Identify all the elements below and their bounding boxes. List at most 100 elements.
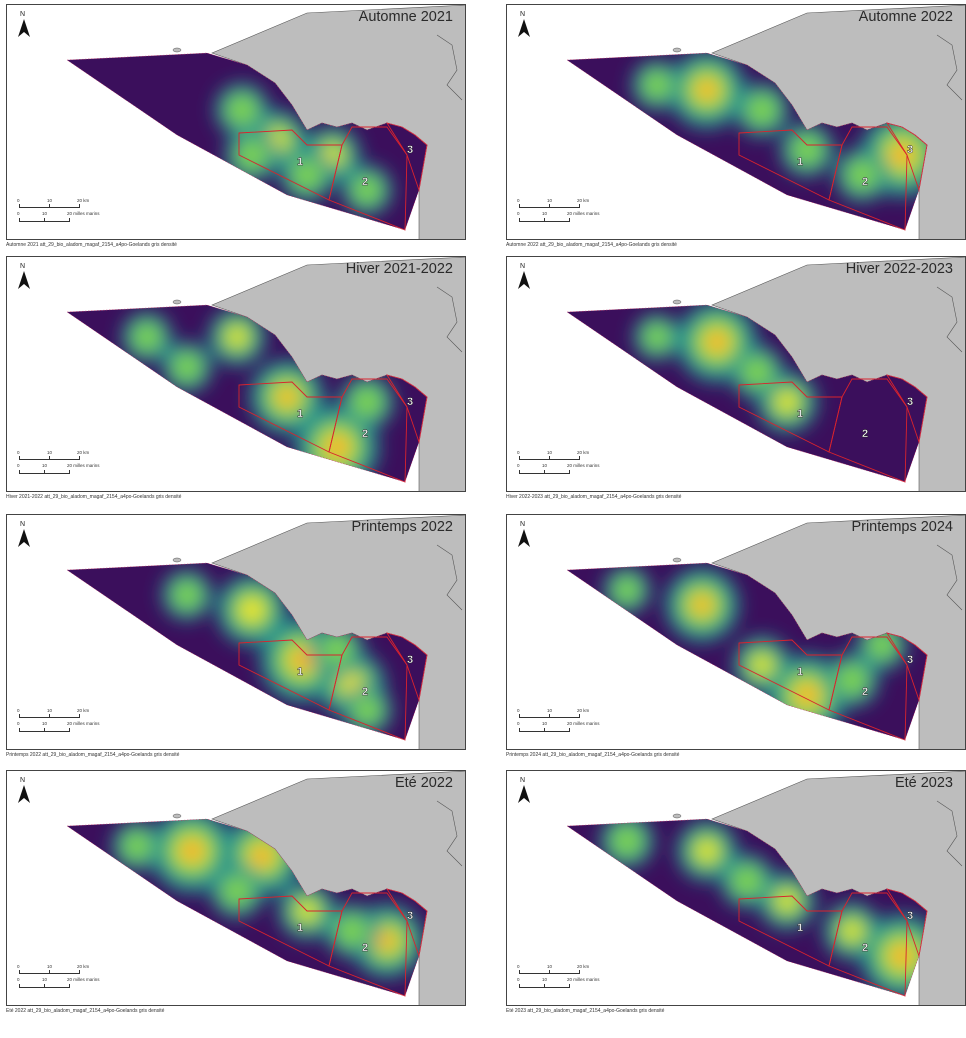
zone-label: 1: [297, 156, 303, 168]
map-panel: 1 2 3 Automne 2021 N 0 10 20 km 0 10 20 milles mar…: [6, 4, 466, 240]
density-blob: [843, 922, 861, 940]
scale-bar: 0 10 20 km 0 10 20 milles marins: [515, 197, 605, 229]
scale-km-label: 0: [17, 450, 20, 455]
scale-nm-label: 10: [42, 721, 48, 726]
scale-bar: 0 10 20 km 0 10 20 milles marins: [15, 449, 105, 481]
scale-nm-label: 0: [517, 721, 520, 726]
panel-caption: Eté 2022 att_29_bio_aladom_magaf_2154_a4…: [6, 1008, 165, 1014]
zone-label: 2: [362, 176, 368, 188]
scale-km-label: 20 km: [577, 708, 590, 713]
coast-detail: [436, 34, 463, 101]
zone-label: 1: [797, 408, 803, 420]
scale-nm-label: 10: [42, 977, 48, 982]
north-letter: N: [520, 263, 526, 270]
map-panel: 1 2 3 Printemps 2022 N 0 10 20 km 0 10 20 milles m…: [6, 514, 466, 750]
scale-nm-label: 0: [17, 463, 20, 468]
scale-km-label: 0: [517, 198, 520, 203]
scale-nm-label: 0: [517, 463, 520, 468]
scale-km-label: 20 km: [77, 964, 90, 969]
island: [172, 813, 182, 819]
study-area-boundary: [66, 304, 428, 483]
scale-nm-label: 0: [17, 721, 20, 726]
scale-nm-label: 10: [542, 211, 548, 216]
north-letter: N: [520, 777, 526, 784]
panel-caption: Hiver 2021-2022 att_29_bio_aladom_magaf_…: [6, 494, 182, 500]
density-hotspot: [380, 934, 394, 948]
density-blob: [741, 356, 773, 388]
scale-bar: 0 10 20 km 0 10 20 milles marins: [15, 963, 105, 995]
density-blob: [228, 328, 246, 346]
scale-bar: 0 10 20 km 0 10 20 milles marins: [15, 197, 105, 229]
scale-nm-label: 0: [517, 977, 520, 982]
north-arrow-icon: [18, 529, 30, 547]
north-arrow-icon: [18, 271, 30, 289]
zone-label: 2: [362, 942, 368, 954]
density-blob: [221, 875, 253, 907]
zone-label: 1: [297, 666, 303, 678]
panel-title: Hiver 2022-2023: [845, 261, 953, 277]
panel-title: Printemps 2022: [351, 519, 453, 535]
island: [672, 299, 682, 305]
scale-km-label: 0: [17, 708, 20, 713]
scale-km-label: 0: [17, 198, 20, 203]
coast-detail: [436, 800, 463, 867]
density-blob: [132, 322, 162, 352]
scale-nm-label: 20 milles marins: [567, 977, 600, 982]
density-blob: [643, 323, 671, 351]
density-blob: [352, 695, 382, 725]
zone-label: 1: [797, 922, 803, 934]
scale-km-label: 10: [47, 450, 53, 455]
density-blob: [351, 386, 383, 418]
coast-detail: [436, 544, 463, 611]
scale-bar: 0 10 20 km 0 10 20 milles marins: [15, 707, 105, 739]
north-arrow-icon: [518, 785, 530, 803]
scale-km-label: 10: [47, 708, 53, 713]
study-area-boundary: [566, 818, 928, 997]
scale-km-label: 20 km: [77, 708, 90, 713]
density-map: 1 2 3: [66, 257, 465, 491]
study-area-boundary: [566, 52, 928, 231]
north-letter: N: [20, 777, 26, 784]
zone-label: 2: [862, 942, 868, 954]
zone-label: 2: [862, 428, 868, 440]
scale-nm-label: 10: [42, 463, 48, 468]
density-blob: [291, 159, 323, 191]
scale-nm-label: 10: [542, 977, 548, 982]
scale-nm-label: 20 milles marins: [567, 211, 600, 216]
north-arrow: N: [515, 777, 533, 807]
density-blob: [172, 580, 202, 610]
density-blob: [236, 139, 268, 171]
density-hotspot: [254, 848, 270, 864]
north-arrow: N: [15, 263, 33, 293]
panel-caption: Printemps 2022 att_29_bio_aladom_magaf_2…: [6, 752, 180, 758]
zone-label: 2: [862, 176, 868, 188]
scale-bar: 0 10 20 km 0 10 20 milles marins: [515, 963, 605, 995]
density-blob: [746, 94, 778, 126]
scale-km-label: 10: [47, 198, 53, 203]
scale-nm-label: 20 milles marins: [67, 977, 100, 982]
zone-label: 3: [407, 910, 413, 922]
density-map: 1 2 3: [566, 5, 965, 239]
panel-caption: Automne 2021 att_29_bio_aladom_magaf_215…: [6, 242, 177, 248]
map-panel: 1 2 3 Eté 2023 N 0 10 20 km 0 10 20 milles marins: [506, 770, 966, 1006]
north-arrow: N: [515, 521, 533, 551]
panel-title: Automne 2021: [358, 9, 453, 25]
zone-label: 1: [297, 922, 303, 934]
density-hotspot: [695, 598, 709, 612]
density-hotspot: [184, 843, 200, 859]
coast-detail: [936, 800, 963, 867]
scale-km-label: 20 km: [577, 450, 590, 455]
density-hotspot: [294, 652, 310, 668]
north-arrow-icon: [518, 529, 530, 547]
north-arrow-icon: [18, 19, 30, 37]
coast-detail: [936, 286, 963, 353]
density-blob: [698, 842, 716, 860]
density-blob: [778, 892, 796, 910]
scale-km-label: 0: [517, 708, 520, 713]
study-area-boundary: [566, 304, 928, 483]
panel-caption: Automne 2022 att_29_bio_aladom_magaf_215…: [506, 242, 677, 248]
scale-nm-label: 0: [517, 211, 520, 216]
scale-nm-label: 0: [17, 211, 20, 216]
scale-nm-label: 20 milles marins: [67, 721, 100, 726]
panel-caption: Eté 2023 att_29_bio_aladom_magaf_2154_a4…: [506, 1008, 665, 1014]
